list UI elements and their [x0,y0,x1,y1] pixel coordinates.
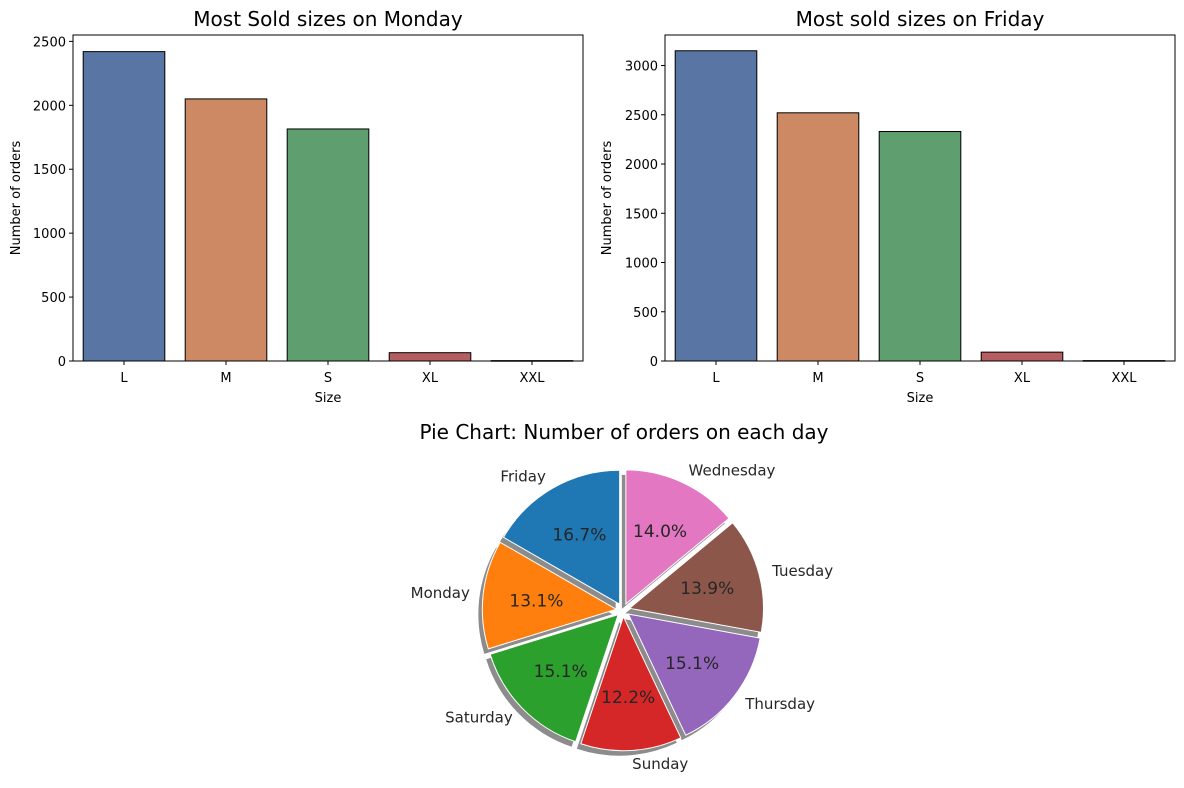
chart-title: Most Sold sizes on Monday [193,7,463,31]
bar-l [674,50,758,362]
y-tick-label: 1500 [625,207,658,222]
x-axis-label: Size [907,391,934,406]
bar-xl [388,352,472,362]
y-axis-label: Number of orders [9,141,24,256]
slice-label: Sunday [632,755,688,773]
wedge-friday [502,469,621,606]
x-tick-label: M [812,371,823,386]
wedge-sunday [580,615,682,752]
x-tick-label: S [916,371,924,386]
y-tick-label: 3000 [625,60,658,75]
percent-label: 12.2% [601,688,655,708]
bar-xl [980,351,1064,362]
percent-label: 16.7% [552,526,606,546]
plot-frame [72,34,584,362]
bar-s [878,131,962,362]
bar-m [776,112,860,362]
slice-label: Tuesday [771,562,833,580]
slice-label: Friday [500,468,546,486]
percent-label: 13.1% [509,591,563,611]
y-tick-label: 1000 [33,227,66,242]
x-tick-label: L [120,371,128,386]
plot-frame [664,34,1176,362]
slice-label: Saturday [445,709,513,727]
wedge-thursday [627,613,761,736]
percent-label: 15.1% [534,662,588,682]
bar-chart-friday: Most sold sizes on Friday Size Number of… [600,7,1176,406]
slice-label: Wednesday [689,462,776,480]
x-tick-label: S [324,371,332,386]
y-tick-label: 1500 [33,163,66,178]
y-axis-label: Number of orders [600,141,615,256]
wedge-wednesday [625,469,730,605]
slice-label: Thursday [744,695,815,713]
bar-m [184,98,268,362]
y-tick-label: 2500 [33,35,66,50]
wedge-saturday [489,613,619,743]
pie-chart-orders-by-day: Pie Chart: Number of orders on each day … [411,420,834,773]
x-tick-label: XL [1014,371,1031,386]
percent-label: 15.1% [665,654,719,674]
wedge-tuesday [628,522,764,633]
chart-title: Pie Chart: Number of orders on each day [420,420,829,444]
wedge-monday [481,541,618,650]
bar-s [286,128,370,362]
x-tick-label: XL [422,371,439,386]
y-tick-label: 500 [41,291,66,306]
slice-label: Monday [411,584,470,602]
y-tick-label: 0 [650,355,658,370]
bar-l [82,51,166,362]
y-tick-label: 2000 [33,99,66,114]
x-tick-label: XXL [1111,371,1137,386]
x-tick-label: XXL [519,371,545,386]
x-tick-label: M [220,371,231,386]
percent-label: 13.9% [680,579,734,599]
chart-title: Most sold sizes on Friday [796,7,1045,31]
x-tick-label: L [712,371,720,386]
bar-chart-monday: Most Sold sizes on Monday Size Number of… [9,7,584,406]
x-axis-label: Size [315,391,342,406]
y-tick-label: 1000 [625,257,658,272]
y-tick-label: 2500 [625,109,658,124]
y-tick-label: 500 [633,306,658,321]
y-tick-label: 2000 [625,158,658,173]
y-tick-label: 0 [58,355,66,370]
percent-label: 14.0% [633,522,687,542]
